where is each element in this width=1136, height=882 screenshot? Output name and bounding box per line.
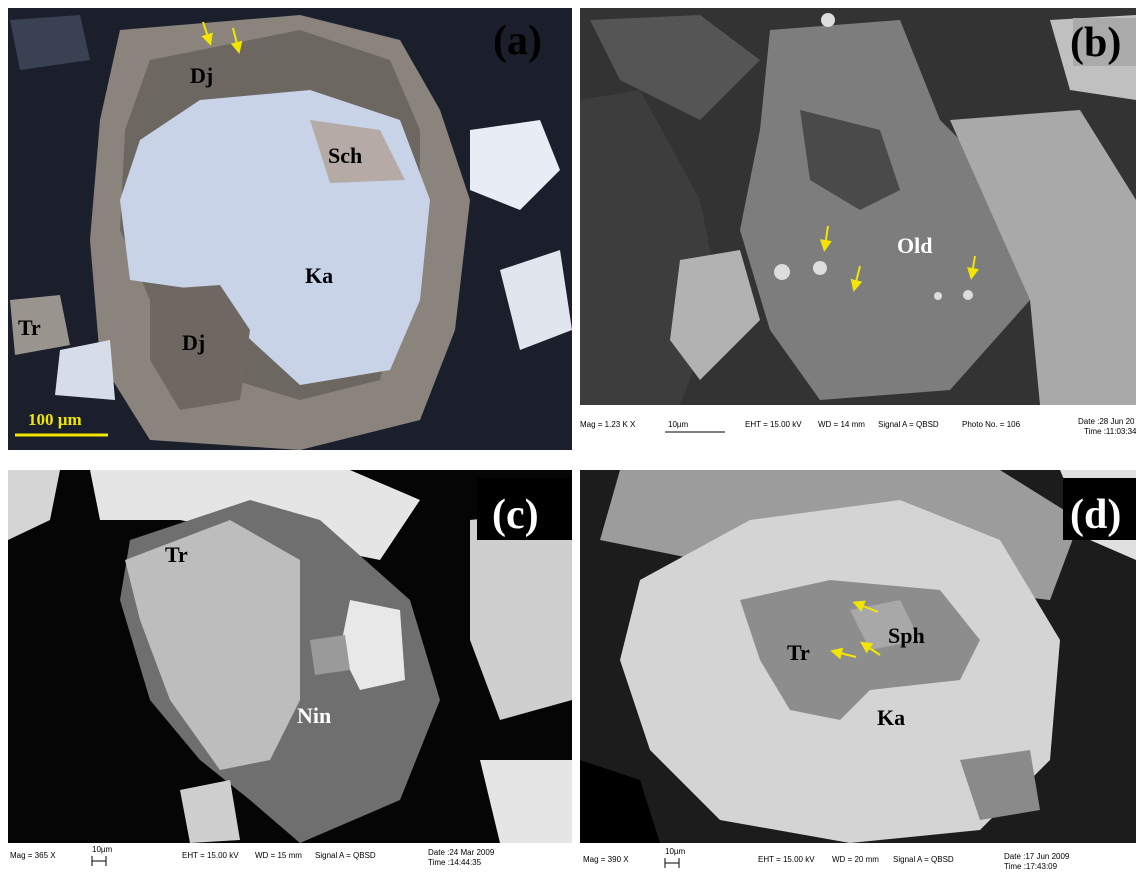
info-field: WD = 15 mm	[255, 851, 302, 860]
info-field: Mag = 390 X	[583, 855, 629, 864]
info-field: Mag = 365 X	[10, 851, 56, 860]
info-field: Time :17:43:09	[1004, 862, 1058, 871]
info-field: EHT = 15.00 kV	[745, 420, 802, 429]
info-field: Mag = 1.23 K X	[580, 420, 636, 429]
panel-label: (a)	[493, 18, 542, 64]
info-bar: Mag = 390 X 10µm EHT = 15.00 kV WD = 20 …	[580, 843, 1136, 882]
info-field: Date :24 Mar 2009	[428, 848, 495, 857]
mineral-label: Ka	[305, 263, 333, 288]
panel-label: (b)	[1070, 20, 1121, 66]
info-field: Signal A = QBSD	[315, 851, 376, 860]
info-field: WD = 20 mm	[832, 855, 879, 864]
info-bar: Mag = 365 X 10µm EHT = 15.00 kV WD = 15 …	[8, 843, 572, 882]
mineral-label: Tr	[165, 542, 188, 567]
info-field: Signal A = QBSD	[893, 855, 954, 864]
info-field: Time :14:44:35	[428, 858, 482, 867]
info-bar: Mag = 1.23 K X 10µm EHT = 15.00 kV WD = …	[580, 405, 1136, 437]
mineral-label: Sch	[328, 143, 362, 168]
panel-label: (d)	[1070, 492, 1121, 538]
panel-label: (c)	[492, 492, 539, 538]
mineral-label: Sph	[888, 623, 925, 648]
info-field: 10µm	[665, 847, 686, 856]
mineral-label: Ka	[877, 705, 905, 730]
mineral-label: Dj	[182, 330, 205, 355]
info-field: Time :11:03:34	[1084, 427, 1136, 436]
info-field: EHT = 15.00 kV	[758, 855, 815, 864]
mineral-label: Tr	[18, 315, 41, 340]
info-field: Photo No. = 106	[962, 420, 1021, 429]
panel-a-image: 100 µm	[8, 8, 572, 450]
mineral-label: Old	[897, 233, 932, 258]
info-field: WD = 14 mm	[818, 420, 865, 429]
info-field: Date :17 Jun 2009	[1004, 852, 1070, 861]
mineral-label: Nin	[297, 703, 331, 728]
info-field: 10µm	[92, 845, 113, 854]
info-field: Date :28 Jun 20	[1078, 417, 1135, 426]
info-field: 10µm	[668, 420, 689, 429]
panel-b-image	[580, 8, 1136, 405]
mineral-label: Tr	[787, 640, 810, 665]
figure: 100 µm (a) Dj Sch Ka Tr Dj (b) Old Mag =…	[0, 0, 1136, 882]
panel-d-image	[580, 470, 1136, 843]
scale-label: 100 µm	[28, 410, 82, 429]
info-field: Signal A = QBSD	[878, 420, 939, 429]
mineral-label: Dj	[190, 63, 213, 88]
info-field: EHT = 15.00 kV	[182, 851, 239, 860]
